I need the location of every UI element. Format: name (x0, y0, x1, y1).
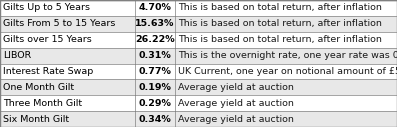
Text: This is based on total return, after inflation: This is based on total return, after inf… (178, 35, 382, 44)
Bar (0, 111, 397, 127)
Text: 0.34%: 0.34% (139, 115, 171, 124)
Text: Interest Rate Swap: Interest Rate Swap (3, 67, 93, 76)
Text: Gilts Up to 5 Years: Gilts Up to 5 Years (3, 3, 90, 12)
Bar (0, 95, 397, 111)
Text: 0.29%: 0.29% (139, 99, 171, 108)
Text: This is based on total return, after inflation: This is based on total return, after inf… (178, 19, 382, 28)
Bar (0, 16, 397, 32)
Text: 4.70%: 4.70% (139, 3, 171, 12)
Text: Average yield at auction: Average yield at auction (178, 83, 294, 92)
Text: 26.22%: 26.22% (135, 35, 175, 44)
Bar (0, 64, 397, 79)
Text: 0.19%: 0.19% (139, 83, 171, 92)
Text: Average yield at auction: Average yield at auction (178, 115, 294, 124)
Text: Gilts over 15 Years: Gilts over 15 Years (3, 35, 92, 44)
Bar (0, 32, 397, 48)
Text: LIBOR: LIBOR (3, 51, 31, 60)
Text: 15.63%: 15.63% (135, 19, 175, 28)
Text: Three Month Gilt: Three Month Gilt (3, 99, 82, 108)
Text: 0.31%: 0.31% (139, 51, 171, 60)
Text: This is based on total return, after inflation: This is based on total return, after inf… (178, 3, 382, 12)
Text: This is the overnight rate, one year rate was 0.5242: This is the overnight rate, one year rat… (178, 51, 397, 60)
Bar (0, 0, 397, 16)
Text: Gilts From 5 to 15 Years: Gilts From 5 to 15 Years (3, 19, 116, 28)
Text: 0.77%: 0.77% (139, 67, 171, 76)
Bar (0, 79, 397, 95)
Text: UK Current, one year on notional amount of £5m: UK Current, one year on notional amount … (178, 67, 397, 76)
Bar (0, 48, 397, 64)
Text: Six Month Gilt: Six Month Gilt (3, 115, 69, 124)
Text: Average yield at auction: Average yield at auction (178, 99, 294, 108)
Text: One Month Gilt: One Month Gilt (3, 83, 74, 92)
